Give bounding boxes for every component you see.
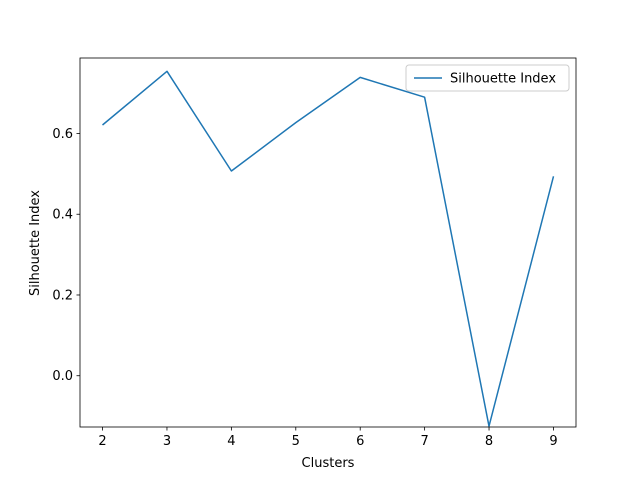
x-tick-label: 2 [98,434,106,449]
y-axis-label: Silhouette Index [28,190,43,296]
x-tick-label: 4 [227,434,235,449]
legend-label: Silhouette Index [450,72,556,87]
y-tick-label: 0.4 [52,208,73,223]
x-tick-label: 7 [420,434,428,449]
legend-box [405,64,570,92]
series-line [102,70,555,427]
x-tick-label: 9 [549,434,557,449]
x-tick-label: 3 [163,434,171,449]
x-tick-label: 8 [485,434,493,449]
x-tick-label: 5 [292,434,300,449]
axes-frame [79,57,577,428]
plot-area: 2 3 4 5 6 7 8 9 0.0 0.2 0.4 0.6 Silhouette Index [52,57,577,449]
y-tick-label: 0.0 [52,369,73,384]
y-tick-label: 0.2 [52,288,73,303]
x-axis-label: Clusters [302,456,355,471]
y-tick-label: 0.6 [52,127,73,142]
x-tick-label: 6 [356,434,364,449]
